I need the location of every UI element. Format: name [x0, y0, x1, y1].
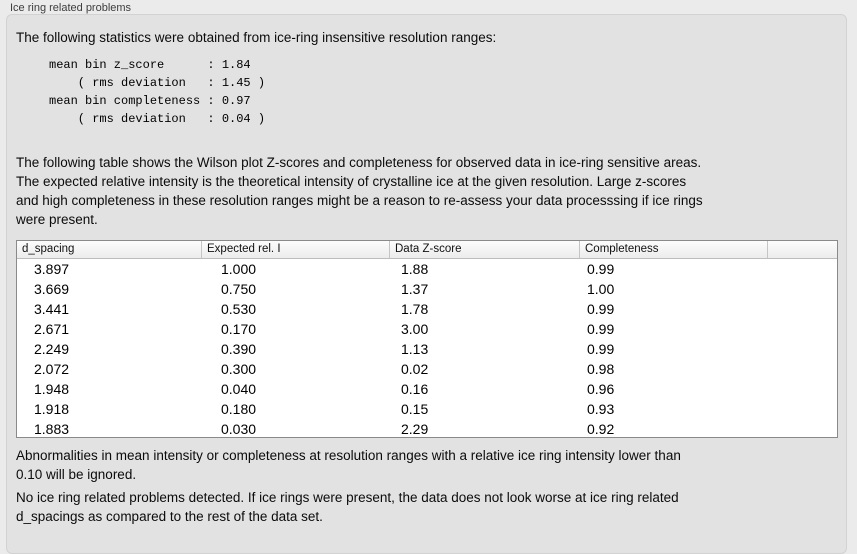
table-cell: 1.88 [401, 261, 429, 277]
table-cell: 1.78 [401, 301, 429, 317]
table-cell: 1.13 [401, 341, 429, 357]
table-cell: 0.170 [221, 321, 257, 337]
table-cell: 0.300 [221, 361, 257, 377]
intro-text: The following statistics were obtained f… [16, 30, 497, 45]
table-description-text: The following table shows the Wilson plo… [16, 155, 703, 227]
table-cell: 1.000 [221, 261, 257, 277]
table-row[interactable]: 3.897 1.000 1.88 0.99 [17, 259, 837, 279]
stats-block: mean bin z_score : 1.84 ( rms deviation … [49, 58, 266, 126]
header-cell-expected-rel-i[interactable]: Expected rel. I [201, 241, 389, 258]
table-cell: 1.948 [34, 381, 70, 397]
table-cell: 1.918 [34, 401, 70, 417]
table-cell: 0.02 [401, 361, 429, 377]
table-cell-filler [767, 379, 837, 399]
table-cell-filler [767, 359, 837, 379]
table-row[interactable]: 3.441 0.530 1.78 0.99 [17, 299, 837, 319]
table-cell: 1.883 [34, 421, 70, 437]
table-header-row: d_spacing Expected rel. I Data Z-score Comp… [17, 241, 837, 259]
table-cell-filler [767, 319, 837, 339]
table-cell: 0.99 [587, 261, 615, 277]
table-cell: 0.93 [587, 401, 615, 417]
table-cell: 0.16 [401, 381, 429, 397]
table-cell: 2.072 [34, 361, 70, 377]
table-cell: 1.37 [401, 281, 429, 297]
table-cell: 2.249 [34, 341, 70, 357]
table-cell: 2.671 [34, 321, 70, 337]
table-cell: 2.29 [401, 421, 429, 437]
table-cell-filler [767, 399, 837, 419]
table-cell: 0.99 [587, 341, 615, 357]
table-cell-filler [767, 339, 837, 359]
ignore-note-text: Abnormalities in mean intensity or compl… [16, 448, 681, 482]
table-cell: 0.530 [221, 301, 257, 317]
table-cell-filler [767, 419, 837, 437]
header-cell-filler [767, 241, 837, 258]
table-cell-filler [767, 279, 837, 299]
table-cell: 0.390 [221, 341, 257, 357]
table-cell: 0.96 [587, 381, 615, 397]
table-cell: 0.99 [587, 301, 615, 317]
table-cell: 3.897 [34, 261, 70, 277]
ice-ring-table[interactable]: d_spacing Expected rel. I Data Z-score Comp… [16, 240, 838, 438]
table-row[interactable]: 3.669 0.750 1.37 1.00 [17, 279, 837, 299]
table-row[interactable]: 2.249 0.390 1.13 0.99 [17, 339, 837, 359]
table-cell: 0.98 [587, 361, 615, 377]
header-cell-completeness[interactable]: Completeness [579, 241, 767, 258]
table-row[interactable]: 2.072 0.300 0.02 0.98 [17, 359, 837, 379]
table-cell: 0.99 [587, 321, 615, 337]
table-cell: 1.00 [587, 281, 615, 297]
table-cell: 0.030 [221, 421, 257, 437]
table-row[interactable]: 2.671 0.170 3.00 0.99 [17, 319, 837, 339]
table-cell-filler [767, 299, 837, 319]
table-cell: 3.00 [401, 321, 429, 337]
table-row[interactable]: 1.883 0.030 2.29 0.92 [17, 419, 837, 437]
table-cell: 0.180 [221, 401, 257, 417]
conclusion-text: No ice ring related problems detected. I… [16, 490, 679, 524]
group-box-title: Ice ring related problems [10, 2, 132, 14]
table-cell: 0.15 [401, 401, 429, 417]
table-cell: 3.441 [34, 301, 70, 317]
header-cell-d-spacing[interactable]: d_spacing [22, 243, 75, 255]
table-row[interactable]: 1.918 0.180 0.15 0.93 [17, 399, 837, 419]
table-body: 3.897 1.000 1.88 0.99 3.669 0.750 1.37 1.00 3.44… [17, 259, 837, 437]
table-cell: 3.669 [34, 281, 70, 297]
header-cell-data-z-score[interactable]: Data Z-score [389, 241, 579, 258]
table-cell: 0.750 [221, 281, 257, 297]
table-cell: 0.040 [221, 381, 257, 397]
table-cell-filler [767, 259, 837, 279]
table-cell: 0.92 [587, 421, 615, 437]
table-row[interactable]: 1.948 0.040 0.16 0.96 [17, 379, 837, 399]
